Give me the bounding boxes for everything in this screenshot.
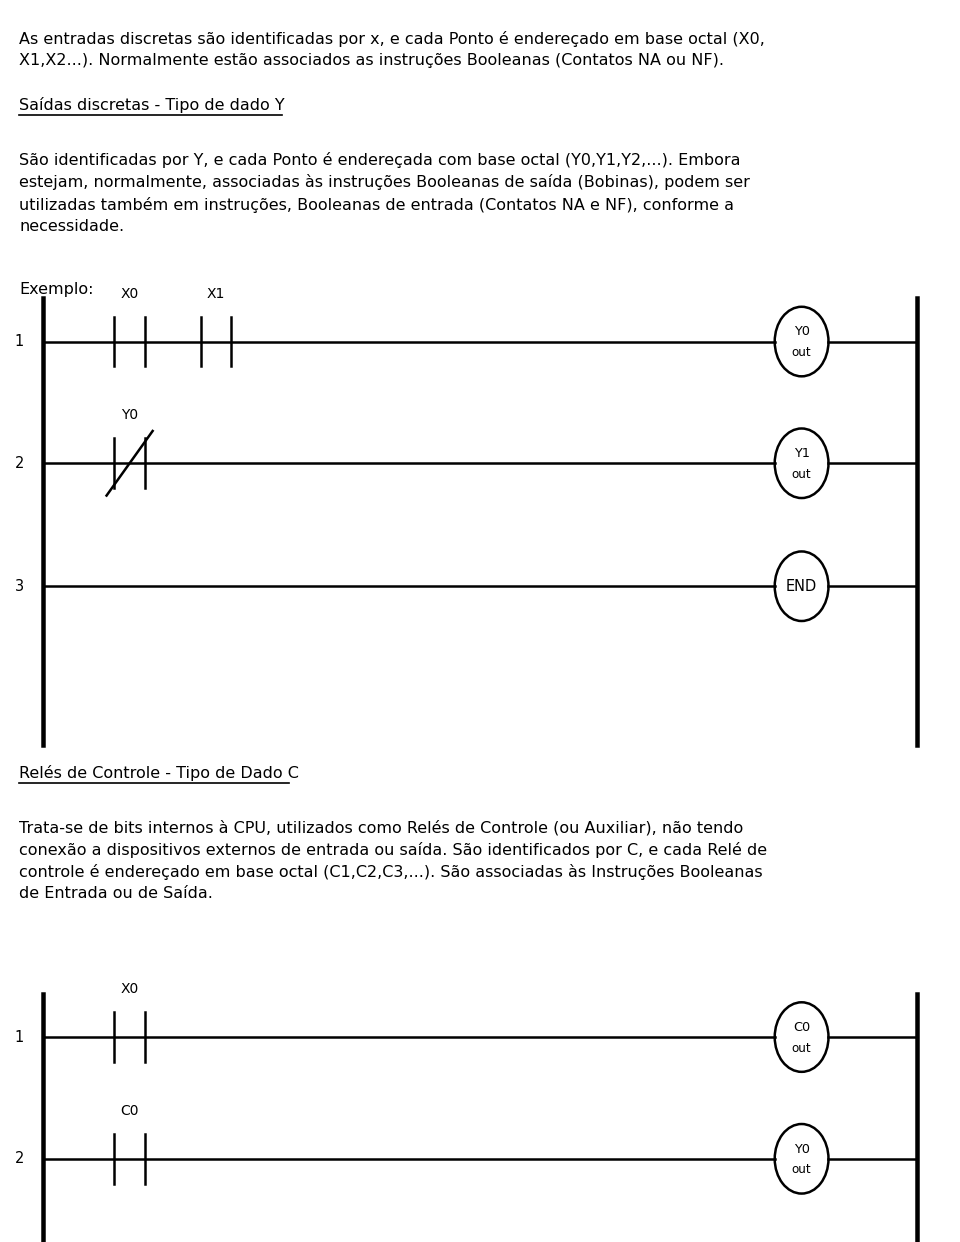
- Text: X1: X1: [206, 287, 226, 301]
- Text: Exemplo:: Exemplo:: [19, 282, 94, 297]
- Text: Y0: Y0: [794, 325, 809, 338]
- Text: Y1: Y1: [794, 447, 809, 460]
- Text: 3: 3: [14, 579, 24, 594]
- Text: out: out: [792, 1164, 811, 1176]
- Text: Relés de Controle - Tipo de Dado C: Relés de Controle - Tipo de Dado C: [19, 765, 300, 781]
- Text: Y0: Y0: [794, 1143, 809, 1155]
- Text: out: out: [792, 347, 811, 359]
- Text: São identificadas por Y, e cada Ponto é endereçada com base octal (Y0,Y1,Y2,...): São identificadas por Y, e cada Ponto é …: [19, 152, 750, 233]
- Text: 2: 2: [14, 456, 24, 471]
- Text: X0: X0: [120, 287, 139, 301]
- Text: Y0: Y0: [121, 409, 138, 422]
- Text: X0: X0: [120, 982, 139, 996]
- Text: out: out: [792, 1042, 811, 1054]
- Text: 2: 2: [14, 1151, 24, 1166]
- Text: C0: C0: [120, 1104, 139, 1118]
- Text: As entradas discretas são identificadas por x, e cada Ponto é endereçado em base: As entradas discretas são identificadas …: [19, 31, 765, 68]
- Text: END: END: [786, 579, 817, 594]
- Text: Saídas discretas - Tipo de dado Y: Saídas discretas - Tipo de dado Y: [19, 97, 285, 113]
- Text: out: out: [792, 468, 811, 481]
- Text: C0: C0: [793, 1021, 810, 1033]
- Text: 1: 1: [14, 334, 24, 349]
- Text: Trata-se de bits internos à CPU, utilizados como Relés de Controle (ou Auxiliar): Trata-se de bits internos à CPU, utiliza…: [19, 820, 767, 902]
- Text: 1: 1: [14, 1030, 24, 1045]
